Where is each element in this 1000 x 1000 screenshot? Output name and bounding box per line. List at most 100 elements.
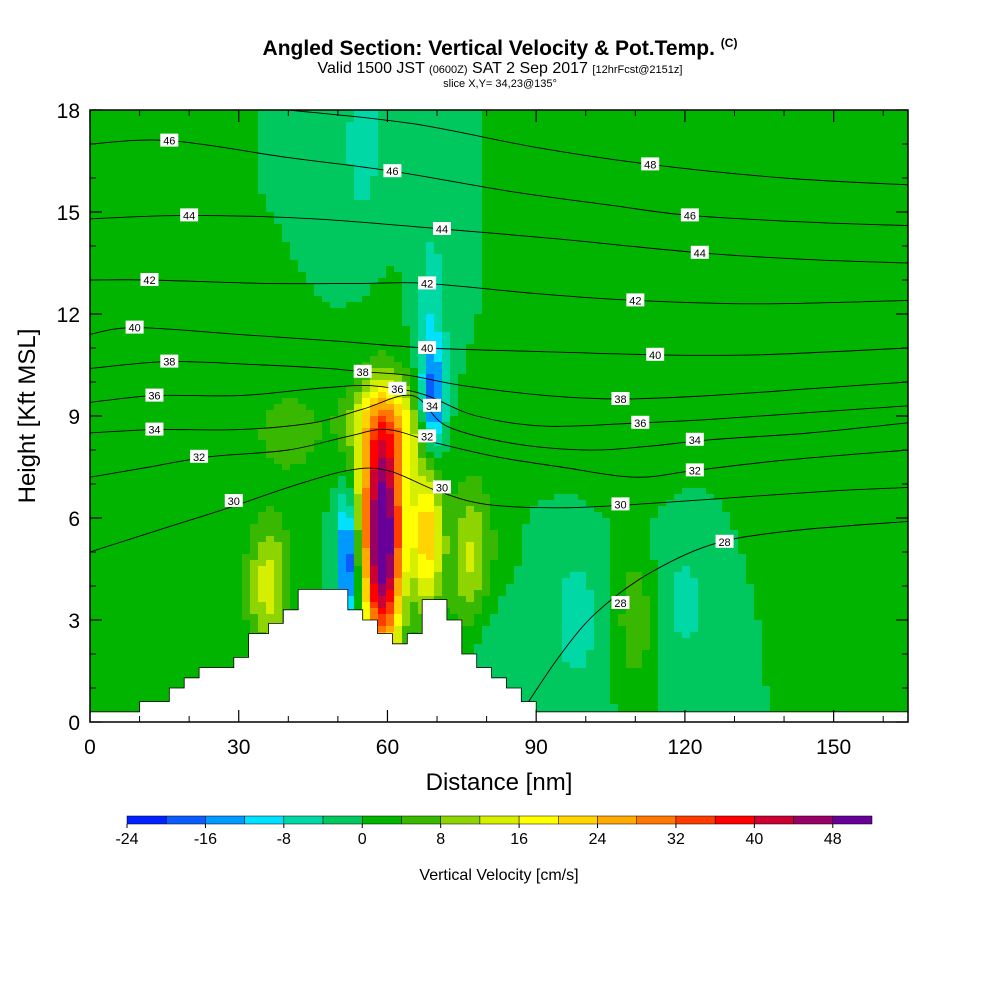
- velocity-cell: [522, 302, 531, 309]
- velocity-cell: [810, 380, 819, 387]
- velocity-cell: [282, 242, 291, 249]
- velocity-cell: [106, 278, 115, 285]
- velocity-cell: [418, 176, 427, 183]
- velocity-cell: [514, 128, 523, 135]
- velocity-cell: [650, 278, 659, 285]
- velocity-cell: [714, 140, 723, 147]
- velocity-cell: [290, 164, 299, 171]
- velocity-cell: [346, 182, 355, 189]
- velocity-cell: [122, 236, 131, 243]
- velocity-cell: [842, 182, 851, 189]
- velocity-cell: [562, 158, 571, 165]
- velocity-cell: [258, 230, 267, 237]
- velocity-cell: [746, 368, 755, 375]
- velocity-cell: [786, 362, 795, 369]
- velocity-cell: [490, 380, 499, 387]
- velocity-cell: [570, 194, 579, 201]
- velocity-cell: [282, 158, 291, 165]
- velocity-cell: [810, 314, 819, 321]
- velocity-cell: [554, 350, 563, 357]
- velocity-cell: [578, 200, 587, 207]
- velocity-cell: [482, 260, 491, 267]
- velocity-cell: [722, 164, 731, 171]
- velocity-cell: [458, 338, 467, 345]
- velocity-cell: [722, 140, 731, 147]
- velocity-cell: [274, 338, 283, 345]
- velocity-cell: [674, 218, 683, 225]
- velocity-cell: [410, 164, 419, 171]
- velocity-cell: [162, 146, 171, 153]
- velocity-cell: [578, 272, 587, 279]
- velocity-cell: [618, 386, 627, 393]
- velocity-cell: [738, 350, 747, 357]
- velocity-cell: [338, 278, 347, 285]
- velocity-cell: [722, 272, 731, 279]
- velocity-cell: [874, 266, 883, 273]
- velocity-cell: [290, 320, 299, 327]
- velocity-cell: [106, 188, 115, 195]
- velocity-cell: [378, 392, 387, 399]
- velocity-cell: [338, 128, 347, 135]
- velocity-cell: [658, 320, 667, 327]
- velocity-cell: [786, 194, 795, 201]
- velocity-cell: [162, 218, 171, 225]
- velocity-cell: [154, 236, 163, 243]
- velocity-cell: [170, 194, 179, 201]
- velocity-cell: [378, 158, 387, 165]
- velocity-cell: [714, 278, 723, 285]
- velocity-cell: [746, 140, 755, 147]
- velocity-cell: [306, 278, 315, 285]
- velocity-cell: [386, 320, 395, 327]
- velocity-cell: [594, 176, 603, 183]
- velocity-cell: [114, 308, 123, 315]
- velocity-cell: [778, 110, 787, 117]
- velocity-cell: [770, 320, 779, 327]
- velocity-cell: [578, 302, 587, 309]
- velocity-cell: [418, 362, 427, 369]
- velocity-cell: [530, 320, 539, 327]
- velocity-cell: [202, 248, 211, 255]
- velocity-cell: [594, 392, 603, 399]
- velocity-cell: [754, 362, 763, 369]
- velocity-cell: [738, 164, 747, 171]
- velocity-cell: [290, 212, 299, 219]
- velocity-cell: [466, 218, 475, 225]
- velocity-cell: [810, 266, 819, 273]
- velocity-cell: [730, 182, 739, 189]
- velocity-cell: [882, 284, 891, 291]
- velocity-cell: [626, 248, 635, 255]
- velocity-cell: [146, 212, 155, 219]
- velocity-cell: [402, 260, 411, 267]
- velocity-cell: [594, 338, 603, 345]
- velocity-cell: [602, 332, 611, 339]
- velocity-cell: [306, 392, 315, 399]
- velocity-cell: [794, 380, 803, 387]
- velocity-cell: [154, 368, 163, 375]
- velocity-cell: [106, 236, 115, 243]
- velocity-cell: [586, 356, 595, 363]
- velocity-cell: [234, 362, 243, 369]
- velocity-cell: [538, 338, 547, 345]
- velocity-cell: [410, 266, 419, 273]
- velocity-cell: [666, 158, 675, 165]
- velocity-cell: [546, 212, 555, 219]
- velocity-cell: [586, 134, 595, 141]
- velocity-cell: [154, 338, 163, 345]
- velocity-cell: [418, 260, 427, 267]
- velocity-cell: [298, 176, 307, 183]
- velocity-cell: [690, 188, 699, 195]
- velocity-cell: [466, 116, 475, 123]
- velocity-cell: [106, 224, 115, 231]
- velocity-cell: [522, 326, 531, 333]
- velocity-cell: [722, 152, 731, 159]
- velocity-cell: [402, 158, 411, 165]
- velocity-cell: [850, 188, 859, 195]
- velocity-cell: [634, 218, 643, 225]
- velocity-cell: [362, 122, 371, 129]
- velocity-cell: [322, 248, 331, 255]
- velocity-cell: [122, 284, 131, 291]
- velocity-cell: [426, 122, 435, 129]
- velocity-cell: [370, 392, 379, 399]
- velocity-cell: [90, 254, 99, 261]
- subtitle-valid: Valid 1500 JST: [317, 60, 425, 77]
